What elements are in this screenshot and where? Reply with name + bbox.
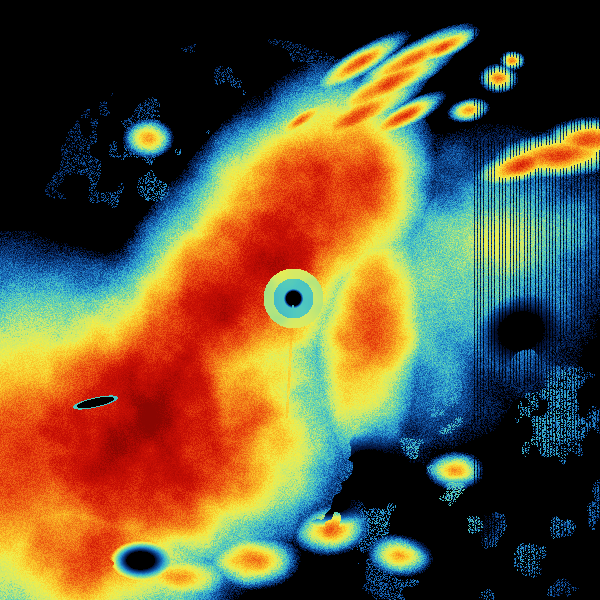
- radar-reflectivity-canvas[interactable]: [0, 0, 600, 600]
- radar-reflectivity-view[interactable]: Weather Radar Reflectivity Base Reflecti…: [0, 0, 600, 600]
